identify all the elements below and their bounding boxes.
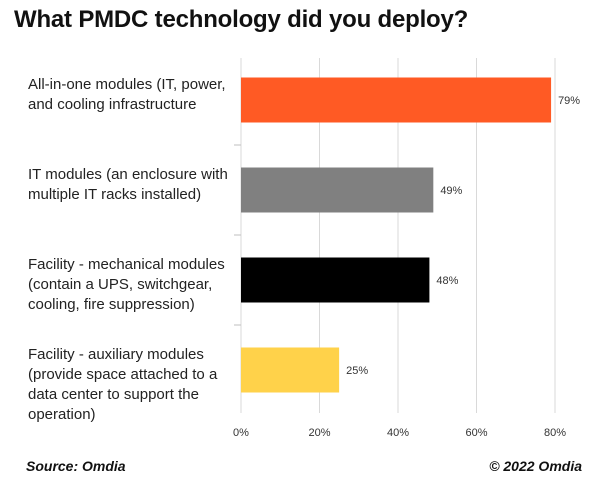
x-tick-label: 20% [308, 427, 330, 439]
value-label-4: 25% [346, 365, 368, 377]
category-label-line: IT modules (an enclosure with [28, 165, 228, 183]
value-label-1: 79% [558, 95, 580, 107]
category-label-4: Facility - auxiliary modules (provide spa… [28, 345, 240, 425]
bars [241, 77, 552, 393]
copyright-note: © 2022 Omdia [489, 458, 582, 474]
x-tick-label: 80% [544, 427, 566, 439]
chart-title: What PMDC technology did you deploy? [14, 6, 469, 33]
x-axis-ticks: 0% 20% 40% 60% 80% [233, 427, 566, 439]
bar-3 [241, 257, 430, 303]
x-tick-label: 60% [465, 427, 487, 439]
category-label-line: cooling, fire suppression) [28, 295, 195, 313]
bar-1 [241, 77, 552, 123]
category-label-line: All-in-one modules (IT, power, [28, 75, 226, 93]
category-label-line: (provide space attached to a [28, 365, 218, 383]
bar-2 [241, 167, 434, 213]
x-tick-label: 40% [387, 427, 409, 439]
source-note: Source: Omdia [26, 458, 126, 474]
x-tick-label: 0% [233, 427, 249, 439]
category-label-line: (contain a UPS, switchgear, [28, 275, 213, 293]
category-label-line: operation) [28, 405, 96, 423]
category-label-line: Facility - auxiliary modules [28, 345, 204, 363]
category-label-line: multiple IT racks installed) [28, 185, 202, 203]
category-label-2: IT modules (an enclosure with multiple IT… [28, 165, 240, 205]
category-label-line: Facility - mechanical modules [28, 255, 225, 273]
category-label-3: Facility - mechanical modules (contain a … [28, 255, 240, 315]
category-label-1: All-in-one modules (IT, power, and coolin… [28, 75, 240, 115]
value-label-2: 49% [440, 185, 462, 197]
category-label-line: data center to support the [28, 385, 199, 403]
bar-4 [241, 347, 340, 393]
value-labels: 79% 49% 48% 25% [346, 95, 580, 377]
category-label-line: and cooling infrastructure [28, 95, 197, 113]
value-label-3: 48% [436, 275, 458, 287]
